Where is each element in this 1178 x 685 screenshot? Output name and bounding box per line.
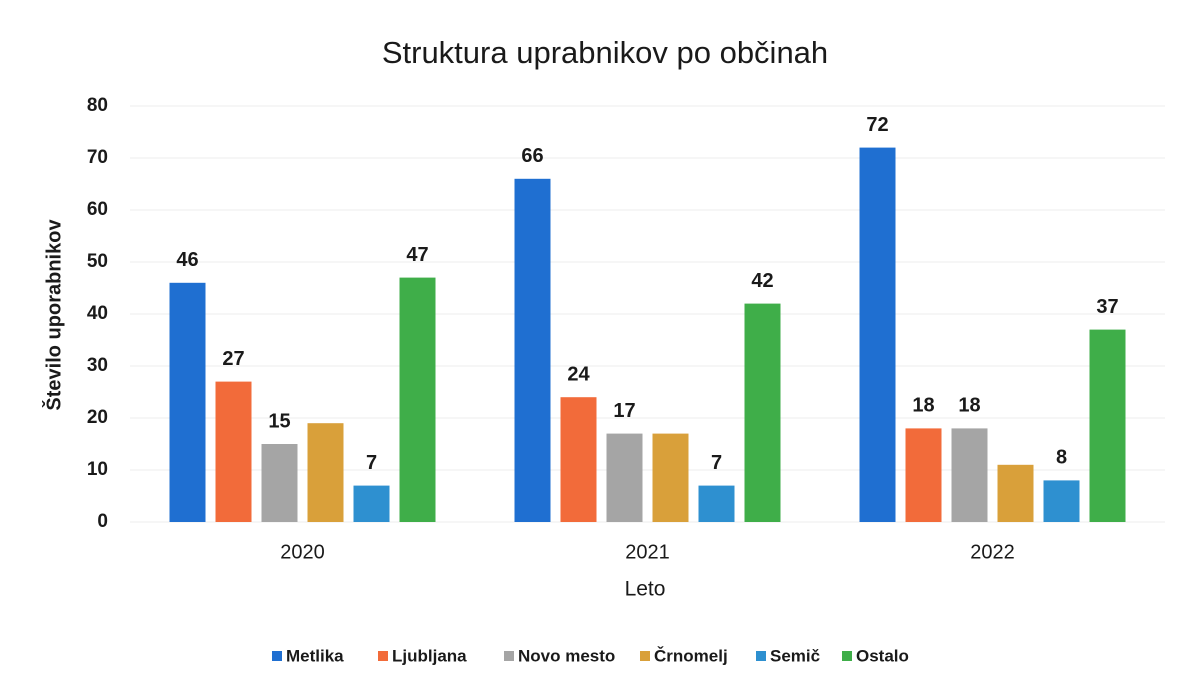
y-tick-label: 60 <box>87 199 108 220</box>
x-tick-label: 2022 <box>970 541 1015 563</box>
x-tick-label: 2021 <box>625 541 670 563</box>
data-label: 15 <box>268 410 290 432</box>
bar <box>215 381 252 522</box>
bar <box>652 433 689 522</box>
y-tick-label: 70 <box>87 147 108 168</box>
bar <box>905 428 942 522</box>
bar <box>744 303 781 522</box>
data-label: 42 <box>751 270 773 292</box>
legend-label: Ostalo <box>856 646 909 665</box>
data-label: 66 <box>521 145 543 167</box>
data-label: 72 <box>866 114 888 136</box>
y-tick-label: 0 <box>97 511 108 532</box>
y-tick-label: 40 <box>87 303 108 324</box>
bar <box>353 485 390 522</box>
data-label: 8 <box>1056 447 1067 469</box>
bar <box>307 423 344 522</box>
y-tick-label: 50 <box>87 251 108 272</box>
data-label: 27 <box>222 348 244 370</box>
legend-swatch <box>504 651 514 661</box>
data-label: 18 <box>912 395 934 417</box>
data-label: 17 <box>613 400 635 422</box>
y-axis-label: Število uporabnikov <box>41 219 65 411</box>
legend-swatch <box>640 651 650 661</box>
bar <box>169 282 206 522</box>
bar <box>514 178 551 523</box>
y-tick-label: 30 <box>87 355 108 376</box>
data-label: 7 <box>366 452 377 474</box>
x-tick-label: 2020 <box>280 541 325 563</box>
chart-title: Struktura uprabnikov po občinah <box>382 35 828 70</box>
bar <box>1089 329 1126 522</box>
legend-label: Novo mesto <box>518 646 615 665</box>
data-label: 7 <box>711 452 722 474</box>
bar <box>698 485 735 522</box>
data-label: 47 <box>406 244 428 266</box>
data-label: 18 <box>958 395 980 417</box>
bar <box>997 464 1034 522</box>
bar <box>560 397 597 522</box>
y-tick-label: 10 <box>87 459 108 480</box>
y-tick-label: 20 <box>87 407 108 428</box>
data-label: 37 <box>1096 296 1118 318</box>
legend-label: Metlika <box>286 646 344 665</box>
y-tick-label: 80 <box>87 95 108 116</box>
data-label: 46 <box>176 249 198 271</box>
legend-swatch <box>756 651 766 661</box>
legend-swatch <box>272 651 282 661</box>
data-label: 24 <box>567 363 590 385</box>
bar <box>1043 480 1080 522</box>
legend-label: Črnomelj <box>654 646 728 665</box>
x-axis-label: Leto <box>625 578 666 601</box>
bar <box>606 433 643 522</box>
legend-swatch <box>378 651 388 661</box>
legend-label: Ljubljana <box>392 646 467 665</box>
bar <box>261 444 298 522</box>
legend-swatch <box>842 651 852 661</box>
legend-label: Semič <box>770 646 820 665</box>
bar <box>859 147 896 522</box>
bar <box>399 277 436 522</box>
bar <box>951 428 988 522</box>
